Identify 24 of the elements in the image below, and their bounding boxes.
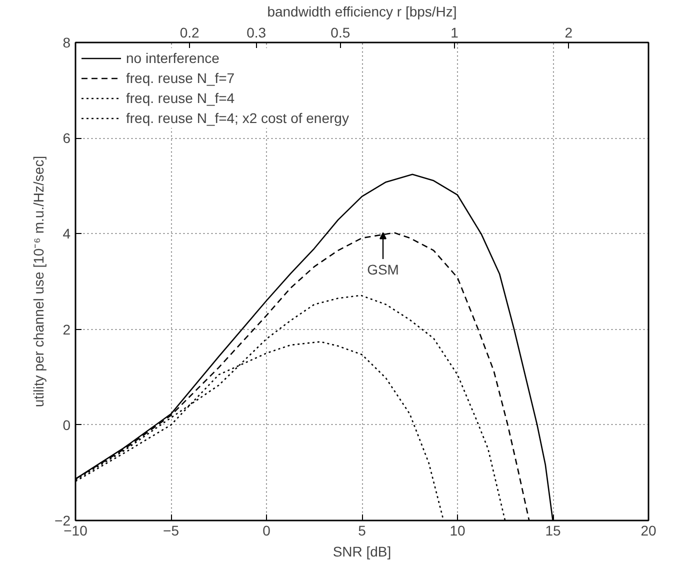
y-tick-label: 4 bbox=[62, 226, 71, 242]
x-tick-label: 15 bbox=[545, 522, 561, 538]
legend-label: freq. reuse N_f=4; x2 cost of energy bbox=[126, 110, 349, 126]
x2-tick-label: 0.2 bbox=[180, 24, 200, 40]
x2-tick-label: 1 bbox=[450, 24, 459, 40]
x-tick-label: 20 bbox=[640, 522, 656, 538]
annotation: GSM bbox=[367, 261, 399, 278]
y-tick-label: 0 bbox=[62, 416, 71, 433]
legend-label: freq. reuse N_f=7 bbox=[126, 70, 235, 86]
legend-label: no interference bbox=[126, 50, 220, 66]
x2-axis-title: bandwidth efficiency r [bps/Hz] bbox=[267, 4, 457, 20]
x-tick-label: −5 bbox=[163, 522, 180, 538]
y-axis-title: utility per channel use [10⁻⁶ m.u./Hz/sec] bbox=[30, 156, 47, 408]
y-tick-label: 2 bbox=[62, 321, 71, 338]
x-axis-title: SNR [dB] bbox=[332, 544, 392, 560]
x2-tick-label: 2 bbox=[564, 24, 573, 40]
x-tick-label: 5 bbox=[358, 522, 366, 538]
x2-tick-label: 0.3 bbox=[246, 24, 266, 40]
x-tick-label: 0 bbox=[262, 522, 271, 538]
legend-label: freq. reuse N_f=4 bbox=[126, 90, 235, 106]
x2-tick-label: 0.5 bbox=[330, 24, 350, 40]
x-tick-label: 10 bbox=[450, 522, 466, 538]
y-tick-label: 6 bbox=[62, 130, 71, 146]
y-tick-label: 8 bbox=[62, 34, 71, 50]
